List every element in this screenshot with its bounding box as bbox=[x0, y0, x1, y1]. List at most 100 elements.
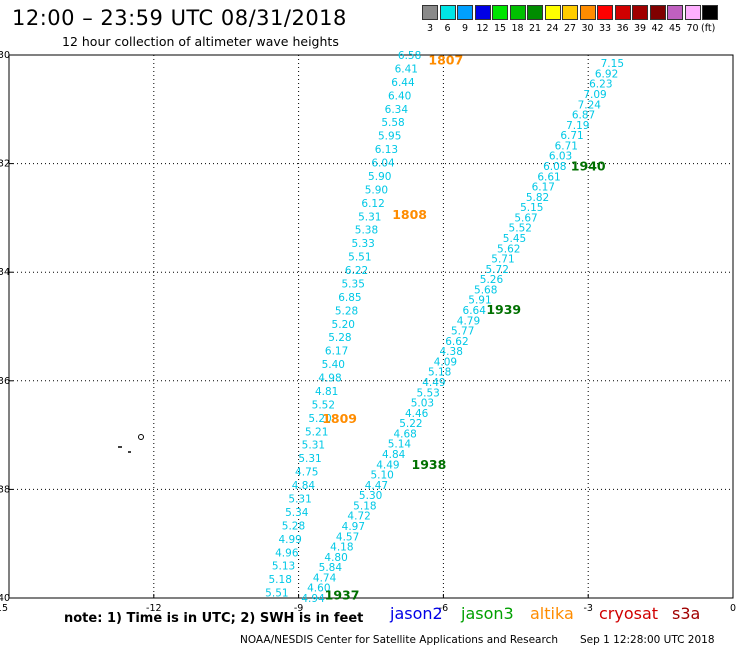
wave-height-value: 4.72 bbox=[347, 511, 370, 523]
pass-time-label: 1808 bbox=[392, 207, 427, 222]
wave-height-value: 6.41 bbox=[395, 63, 418, 75]
scale-label: 39 bbox=[633, 23, 647, 34]
wave-height-value: 6.13 bbox=[375, 144, 398, 156]
timestamp-text: Sep 1 12:28:00 UTC 2018 bbox=[580, 634, 715, 646]
wave-height-value: 5.31 bbox=[298, 453, 321, 465]
wave-height-value: 5.71 bbox=[491, 254, 514, 266]
scale-swatch bbox=[474, 5, 491, 20]
map-subtitle: 12 hour collection of altimeter wave hei… bbox=[62, 34, 339, 49]
wave-height-value: 4.84 bbox=[292, 480, 316, 492]
wave-height-value: 6.87 bbox=[572, 110, 595, 122]
wave-height-value: 6.85 bbox=[338, 292, 361, 304]
footnote: note: 1) Time is in UTC; 2) SWH is in fe… bbox=[64, 611, 364, 626]
wave-height-value: 5.21 bbox=[305, 426, 328, 438]
wave-height-value: 5.40 bbox=[322, 359, 345, 371]
wave-height-value: 6.92 bbox=[595, 68, 618, 80]
wave-height-value: 5.95 bbox=[378, 131, 401, 143]
scale-swatch bbox=[457, 5, 473, 20]
pass-time-label: 1938 bbox=[412, 457, 447, 472]
wave-height-value: 5.38 bbox=[355, 225, 378, 237]
wave-height-value: 5.51 bbox=[348, 252, 371, 264]
pass-time-label: 1809 bbox=[322, 411, 357, 426]
wave-height-value: 5.14 bbox=[388, 439, 412, 451]
scale-label: 3 bbox=[426, 23, 434, 34]
wave-height-value: 4.80 bbox=[324, 552, 347, 564]
wave-height-value: 4.49 bbox=[376, 459, 399, 471]
scale-label: 15 bbox=[493, 23, 507, 34]
wave-height-value: 6.34 bbox=[385, 104, 409, 116]
wave-height-value: 6.17 bbox=[325, 346, 348, 358]
lon-tick-label: -6 bbox=[439, 603, 448, 614]
wave-height-value: 6.44 bbox=[391, 77, 415, 89]
wave-height-value: 6.04 bbox=[371, 158, 395, 170]
wave-height-value: 5.68 bbox=[474, 284, 497, 296]
wave-height-value: 5.26 bbox=[480, 274, 504, 286]
wave-height-value: 5.28 bbox=[282, 520, 305, 532]
wave-height-value: 4.09 bbox=[434, 356, 457, 368]
scale-swatch bbox=[527, 5, 543, 20]
wave-height-value: 6.64 bbox=[463, 305, 487, 317]
scale-label: 33 bbox=[598, 23, 612, 34]
wave-height-value: 5.31 bbox=[358, 211, 381, 223]
wave-height-value: 5.31 bbox=[288, 493, 311, 505]
scale-unit: (ft) bbox=[701, 23, 716, 34]
lon-tick-label: -15 bbox=[0, 603, 8, 614]
wave-height-value: 5.35 bbox=[342, 278, 365, 290]
wave-height-value: 5.77 bbox=[451, 326, 474, 338]
wave-height-value: 4.96 bbox=[275, 547, 299, 559]
satellite-altika: altika bbox=[530, 604, 574, 623]
wave-height-value: 5.10 bbox=[370, 470, 393, 482]
scale-label: 27 bbox=[563, 23, 577, 34]
scale-label: 6 bbox=[444, 23, 451, 34]
wave-height-value: 4.68 bbox=[393, 428, 416, 440]
scale-swatch bbox=[614, 5, 631, 20]
wave-height-value: 5.91 bbox=[468, 295, 491, 307]
wave-height-value: 5.30 bbox=[359, 490, 382, 502]
scale-label: 30 bbox=[581, 23, 594, 34]
scale-swatch bbox=[597, 5, 613, 20]
wave-height-value: 4.99 bbox=[278, 534, 301, 546]
wave-height-value: 6.08 bbox=[543, 161, 566, 173]
satellite-jason2: jason2 bbox=[390, 604, 443, 623]
scale-label: 36 bbox=[616, 23, 629, 34]
wave-height-value: 6.22 bbox=[345, 265, 368, 277]
wave-height-value: 4.81 bbox=[315, 386, 338, 398]
scale-label: 21 bbox=[528, 23, 542, 34]
wave-height-value: 5.84 bbox=[319, 562, 343, 574]
wave-height-value: 7.24 bbox=[578, 99, 602, 111]
wave-height-value: 4.98 bbox=[318, 373, 341, 385]
island-mark bbox=[138, 434, 144, 440]
lat-tick-label: -34 bbox=[0, 267, 10, 278]
wave-height-value: 6.40 bbox=[388, 90, 411, 102]
wave-height-value: 6.03 bbox=[549, 151, 572, 163]
scale-swatch bbox=[439, 5, 456, 20]
pass-time-label: 1807 bbox=[428, 52, 463, 67]
scale-label: 42 bbox=[651, 23, 664, 34]
lon-tick-label: -3 bbox=[583, 603, 592, 614]
wave-height-value: 5.52 bbox=[509, 223, 532, 235]
wave-height-value: 5.20 bbox=[332, 319, 355, 331]
scale-swatch bbox=[422, 5, 438, 20]
wave-height-value: 6.58 bbox=[398, 50, 421, 62]
lat-tick-label: -40 bbox=[0, 593, 10, 604]
wave-height-value: 5.31 bbox=[302, 440, 325, 452]
scale-label: 12 bbox=[476, 23, 489, 34]
map-frame bbox=[8, 54, 734, 599]
wave-height-value: 4.38 bbox=[440, 346, 463, 358]
pass-time-label: 1940 bbox=[571, 158, 606, 173]
wave-height-value: 5.72 bbox=[486, 264, 509, 276]
wave-height-value: 6.71 bbox=[560, 130, 583, 142]
wave-height-value: 6.62 bbox=[445, 336, 468, 348]
lat-tick-label: -38 bbox=[0, 484, 10, 495]
wave-height-value: 5.51 bbox=[265, 588, 288, 600]
wave-height-value: 5.28 bbox=[335, 305, 358, 317]
scale-swatch bbox=[579, 5, 596, 20]
wave-height-value: 5.90 bbox=[365, 184, 388, 196]
scale-label: 45 bbox=[668, 23, 682, 34]
wave-height-value: 6.12 bbox=[361, 198, 384, 210]
wave-height-value: 6.71 bbox=[555, 140, 578, 152]
wave-height-value: 5.18 bbox=[269, 574, 292, 586]
credit-text: NOAA/NESDIS Center for Satellite Applica… bbox=[240, 634, 558, 646]
wave-height-value: 5.62 bbox=[497, 243, 520, 255]
pass-time-label: 1939 bbox=[486, 302, 521, 317]
